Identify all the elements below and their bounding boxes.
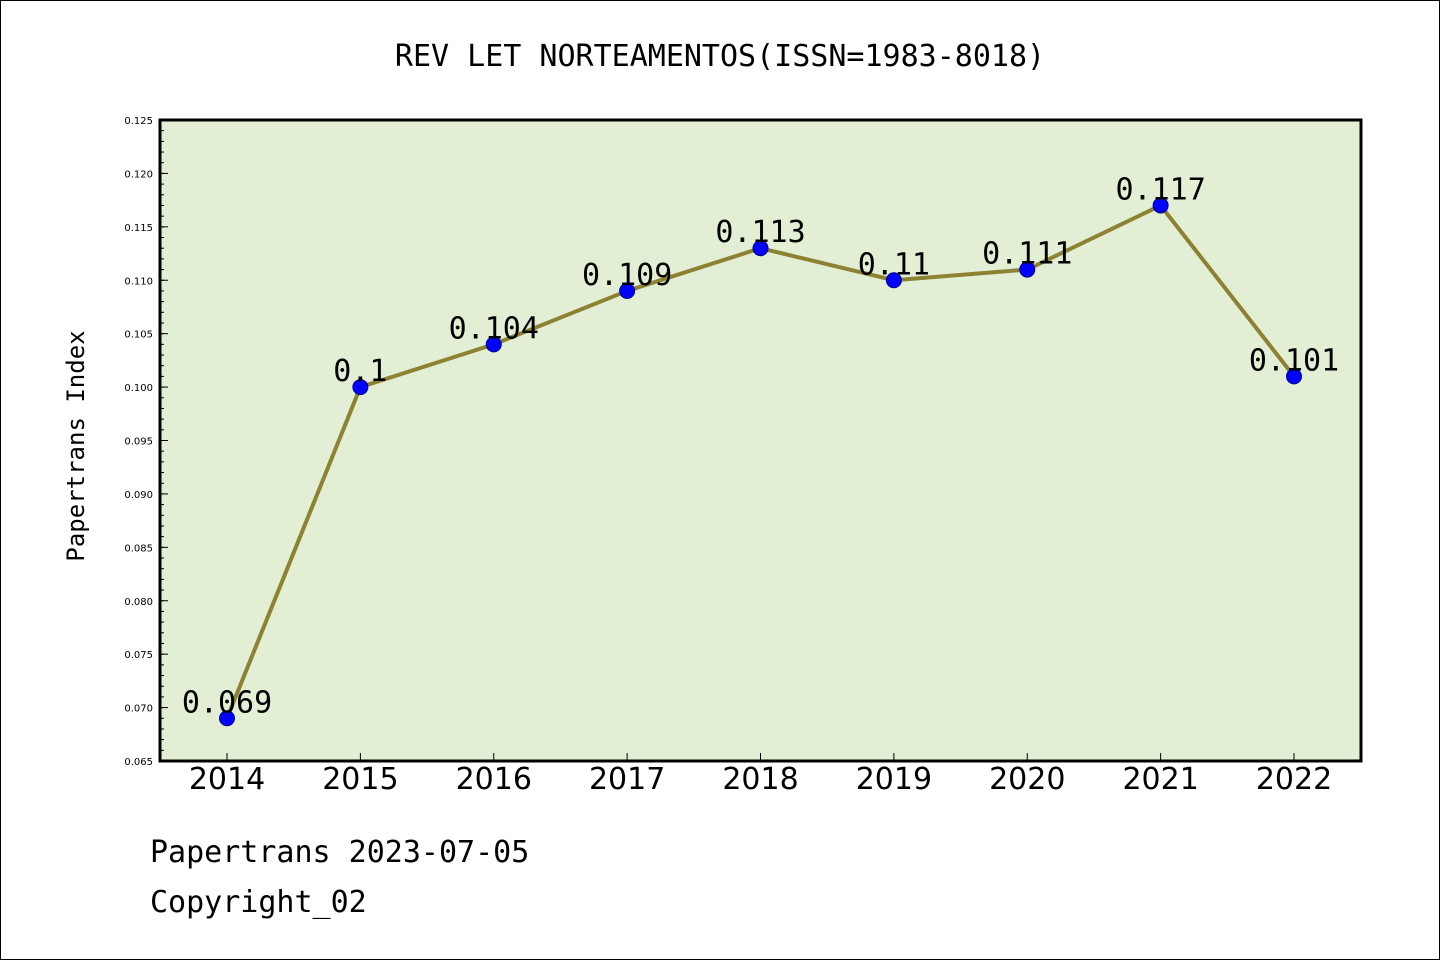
plot-area — [158, 118, 1363, 763]
footer-copyright-text: Copyright_02 — [150, 885, 367, 920]
x-tick-label: 2019 — [856, 762, 932, 797]
data-point — [619, 282, 636, 299]
data-labels-group: 0.069 0.1 0.104 0.109 0.113 0.11 0.111 0.117 0.1… — [182, 172, 1339, 720]
data-point — [1286, 368, 1302, 385]
data-label: 0.11 — [858, 247, 930, 282]
data-point — [485, 336, 502, 353]
y-tick-label: 0.105 — [124, 330, 153, 341]
x-tick-label: 2016 — [456, 762, 532, 797]
x-tick-label: 2021 — [1122, 762, 1198, 797]
data-point — [752, 240, 769, 257]
data-point — [219, 710, 235, 727]
y-tick-label: 0.080 — [124, 597, 153, 608]
y-axis-label: Papertrans Index — [62, 330, 90, 561]
data-label: 0.117 — [1115, 172, 1205, 207]
y-tick-label: 0.070 — [124, 704, 153, 715]
data-point — [1019, 261, 1036, 278]
x-tick-label: 2020 — [989, 762, 1065, 797]
data-point — [352, 379, 369, 396]
y-tick-label: 0.095 — [124, 437, 153, 448]
x-axis-ticks: 2014 2015 2016 2017 2018 2019 2020 2021 2022 — [189, 753, 1332, 797]
data-label: 0.104 — [449, 311, 539, 346]
data-point — [885, 272, 902, 289]
data-points-group — [219, 197, 1302, 727]
y-tick-label: 0.110 — [124, 276, 153, 287]
footer-date-text: Papertrans 2023-07-05 — [150, 835, 530, 870]
y-tick-label: 0.100 — [124, 383, 153, 394]
data-point — [1152, 197, 1169, 214]
x-tick-label: 2022 — [1256, 762, 1332, 797]
y-tick-label: 0.125 — [124, 116, 153, 127]
x-tick-label: 2015 — [322, 762, 398, 797]
data-label: 0.109 — [582, 258, 672, 293]
y-tick-label: 0.120 — [124, 169, 153, 180]
data-label: 0.111 — [982, 237, 1072, 272]
data-label: 0.1 — [333, 354, 387, 389]
y-tick-label: 0.085 — [124, 543, 153, 554]
y-tick-label: 0.075 — [124, 650, 153, 661]
x-tick-label: 2018 — [722, 762, 798, 797]
y-tick-label: 0.090 — [124, 490, 153, 501]
data-label: 0.101 — [1249, 343, 1339, 378]
data-label: 0.113 — [715, 215, 805, 250]
x-tick-label: 2014 — [189, 762, 265, 797]
y-axis-ticks: 0.065 0.070 0.075 0.080 0.085 0.090 0.095 0.100… — [124, 116, 168, 768]
data-label: 0.069 — [182, 685, 272, 720]
y-tick-label: 0.065 — [124, 757, 153, 768]
chart-title: REV LET NORTEAMENTOS(ISSN=1983-8018) — [395, 39, 1045, 74]
x-tick-label: 2017 — [589, 762, 665, 797]
y-tick-label: 0.115 — [124, 223, 153, 234]
